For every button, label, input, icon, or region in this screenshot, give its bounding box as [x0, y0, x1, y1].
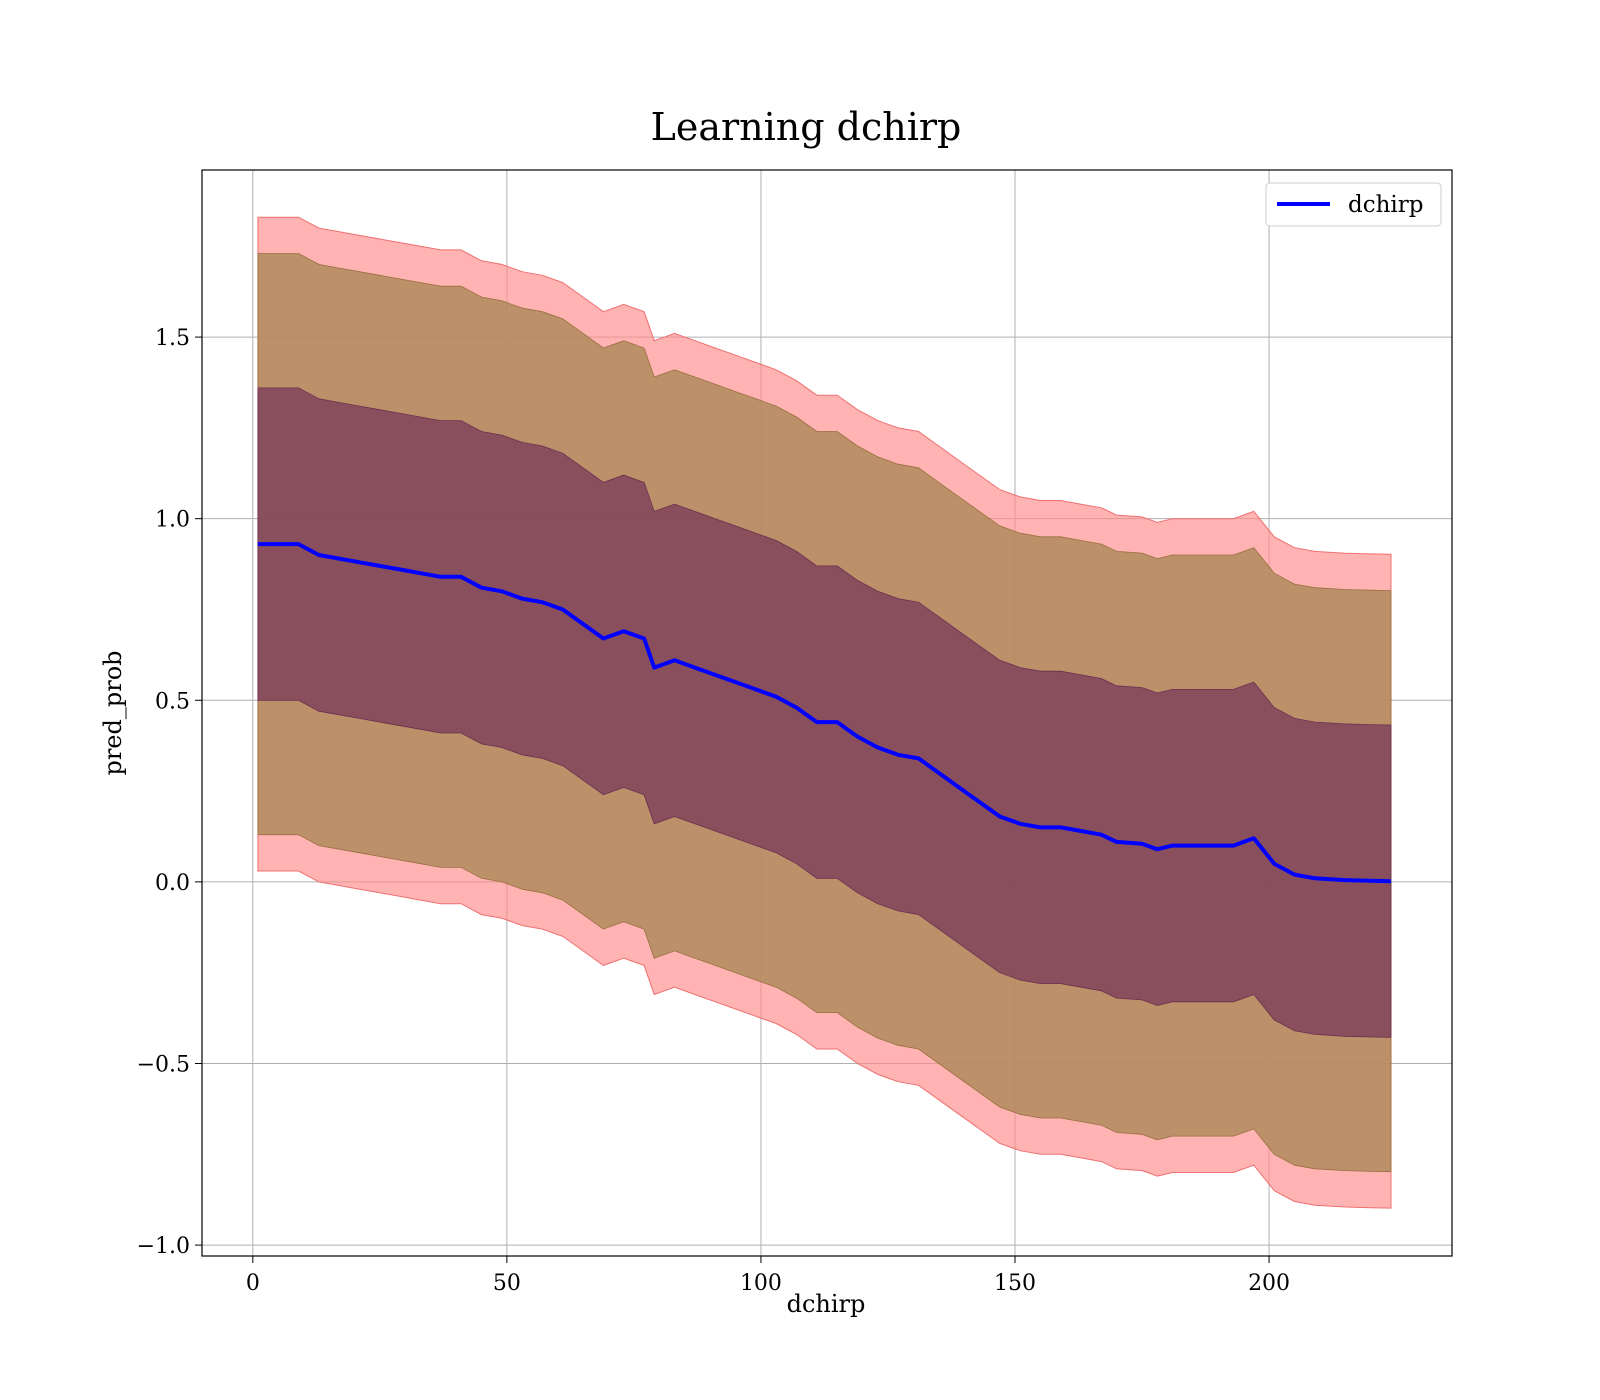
legend-label: dchirp	[1348, 192, 1424, 218]
y-tick-label: 0.0	[155, 871, 190, 896]
y-tick-label: 1.5	[155, 326, 190, 351]
x-tick-label: 200	[1248, 1271, 1290, 1296]
line-layer	[257, 542, 1392, 884]
confidence-band-inner	[257, 387, 1392, 1038]
x-axis-label: dchirp	[787, 1290, 866, 1318]
y-tick-label: −0.5	[137, 1052, 190, 1077]
tick-layer: 0 50 100 150 200 −1.0 −0.5 0.0 0.5 1.0 1.5	[137, 326, 1290, 1296]
chart-title: Learning dchirp	[651, 105, 962, 149]
y-tick-label: 0.5	[155, 689, 190, 714]
x-tick-label: 50	[493, 1271, 521, 1296]
legend: dchirp	[1265, 182, 1442, 227]
y-tick-label: −1.0	[137, 1234, 190, 1259]
x-tick-label: 100	[740, 1271, 782, 1296]
band-layer	[257, 216, 1392, 1209]
x-tick-label: 0	[246, 1271, 260, 1296]
legend-box	[1265, 182, 1442, 227]
plot-frame	[201, 169, 1453, 1257]
y-axis-label: pred_prob	[99, 650, 127, 775]
x-tick-label: 150	[994, 1271, 1036, 1296]
series-line-dchirp	[257, 542, 1392, 884]
y-tick-label: 1.0	[155, 508, 190, 533]
